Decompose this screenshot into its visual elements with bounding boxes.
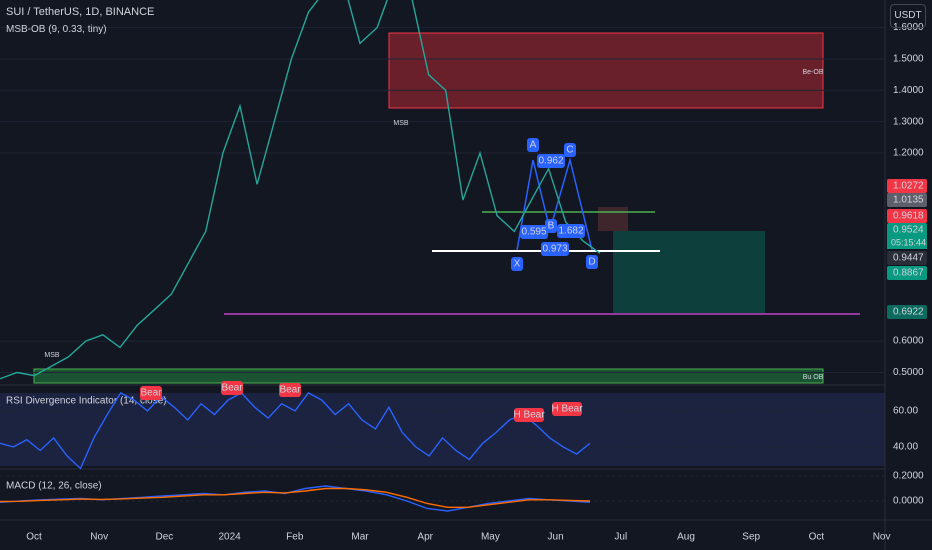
pattern-ratio: 0.962 xyxy=(538,156,563,167)
price-label-bg xyxy=(887,193,927,207)
pattern-ratio: 1.682 xyxy=(558,226,583,237)
y-tick-label: 0.2000 xyxy=(893,471,924,482)
target-zone xyxy=(613,231,765,313)
indicator-title: MSB-OB (9, 0.33, tiny) xyxy=(6,24,107,35)
data-line xyxy=(0,487,591,508)
pattern-point-bg xyxy=(586,255,598,269)
y-tick-label: 60.00 xyxy=(893,406,918,417)
pattern-ratio: 0.973 xyxy=(542,244,567,255)
pattern-point: D xyxy=(588,257,595,268)
zone-label: Be-OB xyxy=(802,69,823,76)
pattern-ratio-bg xyxy=(557,224,585,238)
pattern-point-bg xyxy=(564,143,576,157)
countdown-bg xyxy=(887,236,927,249)
rsi-label: Bear xyxy=(221,383,243,394)
x-tick-label: Aug xyxy=(677,532,695,543)
bear-order-block xyxy=(388,32,824,109)
price-label-bg xyxy=(887,179,927,193)
countdown: 05:15:44 xyxy=(891,237,926,247)
x-tick-label: Oct xyxy=(809,532,825,543)
zone-label: MSB xyxy=(44,352,60,359)
rsi-label-bg xyxy=(221,381,243,395)
stop-zone xyxy=(598,207,628,231)
y-tick-label: 40.00 xyxy=(893,442,918,453)
rsi-label: Bear xyxy=(140,388,162,399)
y-tick-label: 0.6000 xyxy=(893,336,924,347)
pattern-point-bg xyxy=(511,257,523,271)
pattern-point: C xyxy=(566,145,573,156)
x-tick-label: 2024 xyxy=(218,532,241,543)
zone-label: MSB xyxy=(393,120,409,127)
pattern-point: B xyxy=(548,221,555,232)
price-label: 0.9524 xyxy=(893,225,924,236)
x-tick-label: Apr xyxy=(417,532,433,543)
price-label-bg xyxy=(887,223,927,237)
price-label: 0.8867 xyxy=(893,268,924,279)
pattern-ratio-bg xyxy=(541,242,569,256)
price-label: 1.0135 xyxy=(893,195,924,206)
data-line xyxy=(0,0,601,380)
price-label-bg xyxy=(887,305,927,319)
y-tick-label: 1.2000 xyxy=(893,148,924,159)
rsi-label: Bear xyxy=(279,385,301,396)
x-tick-label: Jul xyxy=(614,532,627,543)
zone-label: Bu OB xyxy=(803,374,824,381)
price-label: 1.0272 xyxy=(893,181,924,192)
x-tick-label: Sep xyxy=(742,532,760,543)
x-tick-label: Jun xyxy=(548,532,564,543)
rsi-label-bg xyxy=(552,402,582,416)
rsi-label: H Bear xyxy=(513,410,545,421)
x-tick-label: Mar xyxy=(351,532,369,543)
y-tick-label: 0.0000 xyxy=(893,496,924,507)
x-tick-label: Feb xyxy=(286,532,304,543)
rsi-label-bg xyxy=(279,383,301,397)
pattern-ratio-bg xyxy=(520,225,548,239)
pattern-point: X xyxy=(514,259,521,270)
y-tick-label: 1.5000 xyxy=(893,54,924,65)
y-tick-label: 0.5000 xyxy=(893,367,924,378)
symbol-title: SUI / TetherUS, 1D, BINANCE xyxy=(6,6,155,18)
x-tick-label: Oct xyxy=(26,532,42,543)
pattern-ratio: 0.595 xyxy=(521,227,546,238)
x-tick-label: May xyxy=(481,532,500,543)
x-tick-label: Nov xyxy=(873,532,891,543)
pattern-point: A xyxy=(530,140,537,151)
y-tick-label: 1.4000 xyxy=(893,85,924,96)
price-label-bg xyxy=(887,209,927,223)
rsi-label-bg xyxy=(514,408,544,422)
rsi-label: H Bear xyxy=(551,404,583,415)
pane-title: MACD (12, 26, close) xyxy=(6,481,102,492)
rsi-label-bg xyxy=(140,386,162,400)
rsi-band xyxy=(0,393,885,466)
price-label: 0.9618 xyxy=(893,211,924,222)
pane-title: RSI Divergence Indicator (14, close) xyxy=(6,396,167,407)
price-label: 0.6922 xyxy=(893,307,924,318)
price-label-bg xyxy=(887,251,927,265)
x-tick-label: Nov xyxy=(90,532,108,543)
x-tick-label: Dec xyxy=(156,532,174,543)
data-line xyxy=(0,391,591,470)
currency-button[interactable]: USDT xyxy=(890,4,926,28)
price-label: 0.9447 xyxy=(893,253,924,264)
price-label-bg xyxy=(887,266,927,280)
pattern-ratio-bg xyxy=(537,154,565,168)
pattern-point-bg xyxy=(527,138,539,152)
y-tick-label: 1.3000 xyxy=(893,116,924,127)
bull-order-block xyxy=(33,368,824,384)
